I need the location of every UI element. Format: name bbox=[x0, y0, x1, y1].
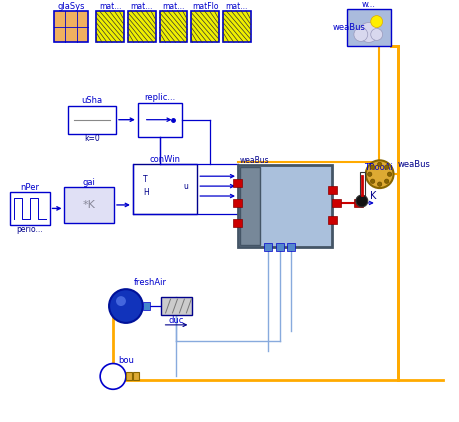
Text: weaBus: weaBus bbox=[333, 23, 366, 32]
Circle shape bbox=[368, 172, 372, 176]
Text: duc: duc bbox=[169, 316, 184, 325]
Text: nPer: nPer bbox=[20, 183, 39, 192]
Text: perio...: perio... bbox=[17, 225, 43, 234]
Circle shape bbox=[100, 363, 126, 389]
Text: w...: w... bbox=[362, 0, 376, 9]
Bar bbox=[64, 187, 114, 223]
Text: T: T bbox=[143, 175, 147, 184]
Text: mat...: mat... bbox=[226, 2, 248, 11]
Bar bbox=[240, 167, 260, 245]
Text: conWin: conWin bbox=[150, 155, 180, 164]
Text: *K: *K bbox=[83, 200, 95, 210]
Text: mat...: mat... bbox=[99, 2, 121, 11]
Circle shape bbox=[385, 165, 389, 169]
Text: K: K bbox=[369, 191, 376, 201]
Circle shape bbox=[116, 296, 126, 306]
Circle shape bbox=[377, 162, 382, 166]
Circle shape bbox=[385, 179, 389, 184]
Text: mat...: mat... bbox=[131, 2, 153, 11]
Text: freshAir: freshAir bbox=[134, 278, 167, 287]
Bar bbox=[347, 9, 391, 46]
Bar bbox=[143, 302, 150, 310]
Circle shape bbox=[109, 289, 143, 323]
Circle shape bbox=[356, 195, 368, 207]
Text: gai: gai bbox=[83, 178, 95, 187]
Circle shape bbox=[371, 29, 383, 41]
Text: u: u bbox=[184, 181, 188, 191]
Text: mat...: mat... bbox=[162, 2, 185, 11]
Bar bbox=[354, 199, 363, 207]
Bar bbox=[360, 172, 365, 198]
Bar bbox=[233, 179, 242, 187]
Bar bbox=[133, 373, 139, 380]
Bar bbox=[126, 373, 132, 380]
Bar bbox=[275, 243, 284, 251]
Text: weaBus: weaBus bbox=[240, 156, 269, 165]
Text: replic...: replic... bbox=[145, 93, 176, 103]
Circle shape bbox=[370, 165, 375, 169]
Bar bbox=[233, 219, 242, 227]
Text: uSha: uSha bbox=[82, 96, 103, 106]
Bar bbox=[223, 11, 251, 42]
Bar bbox=[233, 199, 242, 207]
Text: matFlo: matFlo bbox=[192, 2, 218, 11]
Bar bbox=[133, 164, 197, 214]
Bar bbox=[68, 106, 116, 134]
Bar bbox=[96, 11, 124, 42]
Circle shape bbox=[354, 27, 368, 41]
Bar bbox=[54, 11, 88, 42]
Bar bbox=[238, 165, 332, 246]
Bar bbox=[332, 199, 341, 207]
Bar bbox=[328, 216, 337, 224]
Circle shape bbox=[377, 182, 382, 186]
Bar bbox=[10, 192, 50, 225]
Bar bbox=[263, 243, 272, 251]
Text: TRooAi: TRooAi bbox=[364, 163, 393, 172]
Circle shape bbox=[387, 172, 392, 176]
Circle shape bbox=[359, 22, 379, 42]
Text: glaSys: glaSys bbox=[57, 2, 84, 11]
Bar bbox=[128, 11, 156, 42]
Text: k=0: k=0 bbox=[84, 134, 100, 143]
Bar bbox=[160, 11, 187, 42]
Bar bbox=[328, 186, 337, 194]
Text: weaBus: weaBus bbox=[397, 160, 431, 169]
Circle shape bbox=[370, 179, 375, 184]
Bar bbox=[191, 11, 219, 42]
Bar bbox=[161, 297, 192, 315]
Text: bou: bou bbox=[118, 356, 134, 365]
Text: H: H bbox=[143, 187, 149, 197]
Bar bbox=[287, 243, 296, 251]
Circle shape bbox=[366, 160, 393, 188]
Bar bbox=[138, 103, 182, 137]
Circle shape bbox=[371, 16, 383, 27]
